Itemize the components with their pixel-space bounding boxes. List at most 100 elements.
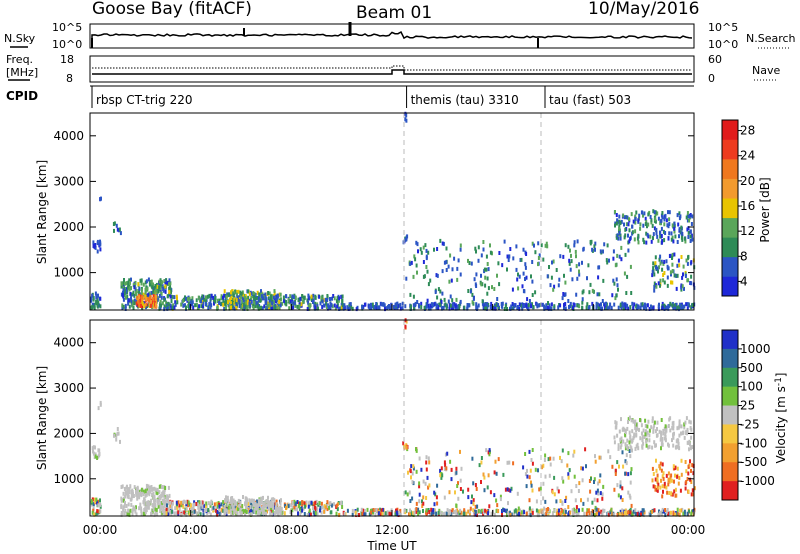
range-gate-cell (125, 281, 128, 286)
range-gate-cell (642, 237, 645, 242)
range-gate-cell (638, 213, 641, 218)
range-gate-cell (654, 477, 657, 482)
range-gate-cell (546, 274, 549, 279)
range-gate-cell (230, 496, 232, 501)
range-gate-cell (680, 431, 682, 436)
range-gate-cell (238, 300, 241, 305)
range-gate-cell (184, 511, 187, 516)
range-gate-cell (430, 302, 433, 307)
range-gate-cell (252, 303, 255, 308)
range-gate-cell (335, 299, 338, 304)
range-gate-cell (329, 501, 332, 506)
range-gate-cell (438, 508, 441, 513)
range-gate-cell (622, 439, 625, 444)
range-gate-cell (531, 241, 534, 246)
range-gate-cell (652, 209, 655, 214)
noise-left-tick-top: 10^5 (52, 21, 82, 34)
range-gate-cell (459, 247, 462, 252)
range-gate-cell (656, 266, 659, 271)
range-gate-cell (662, 428, 665, 433)
range-gate-cell (550, 306, 553, 311)
range-gate-cell (154, 507, 157, 512)
range-gate-cell (537, 513, 540, 518)
range-gate-cell (310, 500, 313, 505)
range-gate-cell (316, 507, 319, 512)
range-gate-cell (545, 512, 547, 517)
range-gate-cell (203, 509, 206, 514)
range-gate-cell (634, 508, 637, 513)
range-gate-cell (663, 259, 666, 264)
range-gate-cell (239, 290, 242, 295)
range-gate-cell (575, 509, 578, 513)
range-gate-cell (99, 509, 102, 514)
range-gate-cell (455, 470, 458, 475)
range-gate-cell (564, 512, 567, 517)
range-gate-cell (127, 502, 130, 507)
range-gate-cell (412, 274, 415, 279)
range-gate-cell (670, 280, 672, 285)
range-gate-cell (676, 466, 679, 471)
range-gate-cell (144, 302, 147, 307)
range-gate-cell (661, 507, 664, 512)
range-gate-cell (441, 241, 444, 246)
range-gate-cell (296, 507, 299, 512)
range-gate-cell (451, 298, 454, 303)
range-gate-cell (187, 304, 190, 308)
range-gate-cell (293, 301, 296, 306)
range-gate-cell (122, 505, 125, 510)
range-gate-cell (405, 118, 408, 123)
range-gate-cell (241, 504, 244, 508)
range-gate-cell (150, 299, 152, 304)
range-gate-cell (673, 489, 676, 494)
range-gate-cell (127, 283, 130, 287)
velocity-cbar-tick: 100 (740, 380, 763, 394)
range-gate-cell (186, 297, 189, 302)
range-gate-cell (671, 492, 674, 497)
range-gate-cell (125, 289, 128, 294)
range-gate-cell (513, 303, 516, 308)
range-gate-cell (220, 301, 223, 306)
range-gate-cell (426, 269, 429, 274)
range-gate-cell (94, 245, 97, 250)
range-gate-cell (426, 475, 429, 480)
range-gate-cell (660, 512, 663, 517)
range-gate-cell (660, 468, 663, 473)
range-gate-cell (158, 285, 161, 290)
range-gate-cell (484, 306, 487, 311)
range-gate-cell (124, 307, 127, 311)
range-gate-cell (502, 472, 505, 477)
range-gate-cell (289, 294, 292, 299)
range-gate-cell (99, 197, 102, 202)
range-gate-cell (140, 278, 143, 283)
range-gate-cell (559, 499, 562, 503)
range-gate-cell (549, 456, 552, 461)
range-gate-cell (156, 498, 159, 503)
range-gate-cell (689, 213, 692, 217)
range-gate-cell (231, 289, 234, 294)
range-gate-cell (320, 501, 323, 506)
range-gate-cell (386, 510, 389, 515)
range-gate-cell (348, 306, 351, 311)
range-gate-cell (636, 512, 639, 516)
range-gate-cell (648, 444, 651, 449)
range-gate-cell (402, 441, 405, 446)
range-gate-cell (255, 296, 258, 300)
range-gate-cell (163, 279, 166, 283)
range-gate-cell (421, 504, 424, 508)
range-gate-cell (672, 239, 675, 244)
range-gate-cell (628, 511, 631, 516)
range-gate-cell (596, 488, 599, 493)
range-gate-cell (415, 501, 418, 506)
range-gate-cell (178, 503, 181, 508)
range-gate-cell (250, 295, 253, 300)
range-gate-cell (417, 249, 419, 254)
range-gate-cell (678, 433, 681, 438)
range-gate-cell (621, 508, 624, 513)
range-gate-cell (272, 295, 275, 300)
range-gate-cell (268, 302, 271, 307)
range-gate-cell (642, 213, 644, 218)
range-gate-cell (692, 471, 695, 476)
range-gate-cell (506, 307, 508, 311)
range-gate-cell (626, 446, 629, 450)
range-gate-cell (683, 286, 685, 291)
